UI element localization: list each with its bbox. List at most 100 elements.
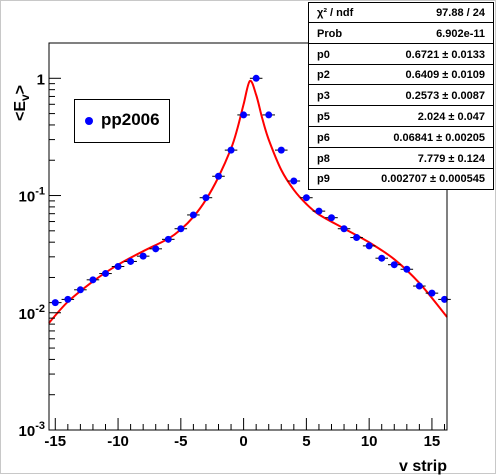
data-point [161,235,175,243]
data-point [438,295,451,303]
data-point [187,211,200,219]
data-point [400,265,414,273]
stats-row: p5 2.024 ± 0.047 [309,107,493,127]
data-point [274,146,288,154]
marker [152,245,160,253]
stats-param-name: p0 [317,48,330,61]
stats-param-value: 7.779 ± 0.124 [417,152,485,165]
marker [403,265,411,273]
data-point [312,207,326,215]
data-point [86,276,100,284]
data-point [325,214,338,222]
data-point [124,257,137,265]
stats-param-name: p6 [317,131,330,144]
data-point [212,172,225,180]
marker [64,295,72,303]
marker [353,234,361,242]
x-tick-label: 0 [239,433,247,450]
marker [177,225,185,233]
marker [101,270,109,278]
axes-layer: -15 -10 -5 0 5 10 15 10-3 10-2 10-1 1 v strip <Ev> [12,42,447,475]
data-point [387,261,401,269]
marker [277,146,285,154]
marker [415,282,423,290]
data-point [111,263,125,271]
stats-param-value: 97.88 / 24 [436,7,485,19]
stats-row: p9 0.002707 ± 0.000545 [309,169,493,189]
stats-param-name: p2 [317,69,330,82]
marker [290,177,298,185]
x-tick-label: 15 [424,433,441,450]
marker [315,207,323,215]
data-point [337,225,351,233]
stats-box: χ² / ndf 97.88 / 24 Prob 6.902e-11 p0 0.6721 … [308,2,494,190]
marker [327,214,335,222]
y-tick-label: 10-3 [19,420,45,440]
stats-param-name: Prob [317,27,343,40]
stats-param-value: 6.902e-11 [436,27,485,40]
x-axis-label: v strip [399,458,447,475]
marker [252,74,260,82]
stats-param-value: 0.06841 ± 0.00205 [393,131,485,144]
marker [227,146,235,154]
legend-marker-icon [85,117,93,125]
data-point [249,74,263,82]
marker [340,225,348,233]
data-point [300,194,313,202]
x-tick-label: -5 [174,433,187,450]
data-point [61,295,75,303]
stats-row: p6 0.06841 ± 0.00205 [309,128,493,148]
stats-param-name: p9 [317,173,330,186]
data-point [362,242,376,250]
stats-param-value: 0.6721 ± 0.0133 [405,48,485,61]
plot-frame [48,42,448,431]
marker [428,289,436,297]
marker [440,295,448,303]
marker [265,111,273,119]
x-tick-label: 5 [302,433,310,450]
data-point [425,289,439,297]
data-point [237,111,250,119]
stats-param-value: 0.6409 ± 0.0109 [405,69,485,82]
marker [127,257,135,265]
stats-param-name: p3 [317,90,330,103]
data-point [99,270,112,278]
marker [240,111,248,119]
marker [189,211,197,219]
y-tick-label: 10-2 [19,303,45,323]
stats-param-value: 2.024 ± 0.047 [417,111,485,123]
data-point [49,299,62,307]
stats-param-name: p5 [317,111,330,123]
marker [51,299,59,307]
stats-row: Prob 6.902e-11 [309,24,493,44]
legend-label: pp2006 [101,110,160,129]
stats-param-value: 0.002707 ± 0.000545 [381,173,485,186]
data-point [149,245,162,253]
x-tick-label: -15 [44,433,66,450]
stats-param-name: χ² / ndf [317,7,354,19]
data-point [199,194,213,202]
marker [139,252,147,260]
stats-row: p3 0.2573 ± 0.0087 [309,86,493,107]
y-tick-label: 10-1 [19,186,45,206]
x-tick-label: -10 [107,433,129,450]
data-point [413,282,426,290]
stats-param-name: p8 [317,152,330,165]
x-tick-label: 10 [361,433,378,450]
marker [214,172,222,180]
stats-param-value: 0.2573 ± 0.0087 [405,90,485,103]
marker [302,194,310,202]
data-point [262,111,275,119]
data-point [375,254,388,262]
y-axis-label: <Ev> [12,85,32,121]
legend: pp2006 [74,99,170,143]
marker [390,261,398,269]
data-points-layer [49,74,451,307]
stats-row: p2 0.6409 ± 0.0109 [309,65,493,86]
data-point [287,177,301,185]
data-point [174,225,188,233]
marker [202,194,210,202]
marker [164,235,172,243]
stats-row: p8 7.779 ± 0.124 [309,149,493,169]
y-tick-label: 1 [37,71,45,88]
